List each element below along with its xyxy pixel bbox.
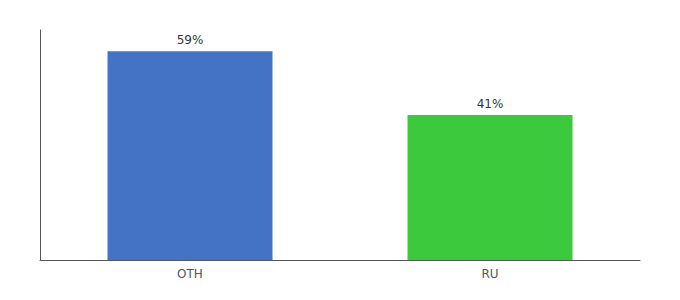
svg-text:59%: 59% [177, 33, 204, 47]
svg-text:OTH: OTH [177, 267, 203, 281]
svg-text:RU: RU [481, 267, 498, 281]
svg-text:41%: 41% [477, 97, 504, 111]
